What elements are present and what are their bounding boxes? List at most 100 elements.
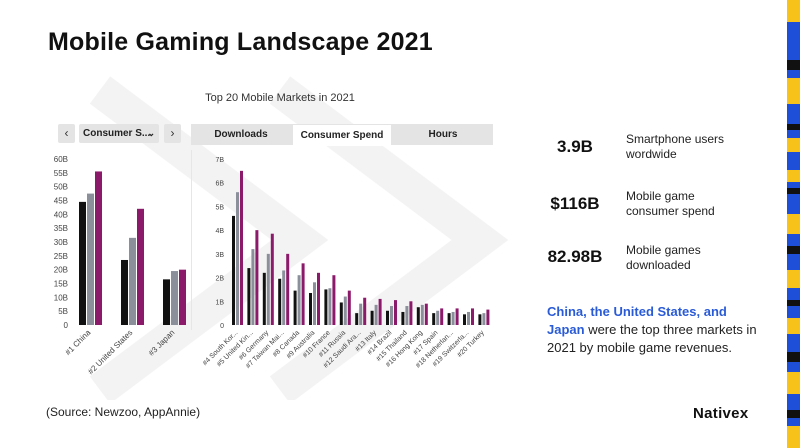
y-tick-label: 50B <box>54 183 68 192</box>
tab-consumer-spend[interactable]: Consumer Spend <box>293 125 391 146</box>
stat-downloads-value: 82.98B <box>547 247 603 266</box>
bar <box>386 310 389 325</box>
bar <box>424 303 428 325</box>
x-category-label: #2 United States <box>86 328 134 376</box>
decorative-side-stripe <box>787 0 800 448</box>
y-tick-label: 20B <box>54 266 68 275</box>
bar <box>355 313 359 325</box>
y-tick-label: 55B <box>54 169 68 178</box>
bar <box>432 313 436 325</box>
metric-selector[interactable]: Consumer S... ⌄ <box>79 124 159 143</box>
bar <box>420 304 424 325</box>
y-tick-label: 0 <box>220 323 224 330</box>
tab-downloads[interactable]: Downloads <box>214 129 268 140</box>
bar <box>301 263 305 325</box>
bar <box>339 302 343 325</box>
bar <box>436 310 440 325</box>
bar <box>247 268 251 325</box>
y-tick-label: 10B <box>54 293 68 302</box>
chart-top3-markets: 0 5B 10B 15B 20B 25B 30B 35B 40B 45B 50B 55B 60B #1 C… <box>54 155 186 376</box>
bar <box>87 193 94 325</box>
bar <box>236 192 239 325</box>
bar <box>163 279 170 325</box>
bar <box>79 201 86 325</box>
bar <box>328 288 332 325</box>
bar <box>451 311 455 325</box>
bar <box>390 306 393 325</box>
y-tick-label: 40B <box>54 210 68 219</box>
y-tick-label: 2B <box>215 276 224 283</box>
bar <box>343 296 347 325</box>
y-tick-label: 15B <box>54 280 68 289</box>
bar <box>255 230 259 325</box>
source-note: (Source: Newzoo, AppAnnie) <box>46 405 201 419</box>
bar <box>137 208 144 325</box>
bar <box>121 259 128 325</box>
bar <box>374 304 378 325</box>
bar <box>416 307 420 325</box>
bar <box>266 253 270 325</box>
bar <box>401 311 405 325</box>
bar <box>297 275 301 325</box>
y-tick-label: 4B <box>215 228 224 235</box>
bar <box>409 301 413 325</box>
bar <box>359 303 363 325</box>
bar <box>286 253 290 325</box>
bar <box>455 308 459 325</box>
bar <box>324 289 328 325</box>
summary-rest: were the top three markets in 2021 by mo… <box>547 322 757 355</box>
chevron-down-icon: ⌄ <box>147 128 155 138</box>
bar <box>405 306 409 325</box>
bar <box>332 275 336 325</box>
bar <box>282 270 286 325</box>
stat-smartphone-users-label: Smartphone users wordwide <box>626 132 725 161</box>
bar <box>478 314 482 325</box>
bar <box>482 313 486 325</box>
metric-selector-value: Consumer S... <box>83 128 151 139</box>
bar <box>95 171 102 325</box>
y-tick-label: 5B <box>58 307 68 316</box>
y-tick-label: 60B <box>54 155 68 164</box>
bar <box>463 314 466 325</box>
y-tick-label: 6B <box>215 181 224 188</box>
brand-logo: Nativex <box>693 405 749 422</box>
stat-consumer-spend-label: Mobile game consumer spend <box>626 189 715 218</box>
bar <box>317 272 320 325</box>
bar <box>447 313 451 325</box>
bar <box>251 249 255 325</box>
x-category-label: #3 Japan <box>147 328 177 358</box>
y-tick-label: 0 <box>64 321 69 330</box>
bar <box>486 309 490 325</box>
panel-divider <box>191 150 192 330</box>
bar <box>394 300 397 325</box>
bar <box>179 269 186 325</box>
bar <box>467 311 470 325</box>
next-metric-button[interactable]: › <box>164 124 181 143</box>
bar <box>471 308 474 325</box>
bar <box>378 298 382 325</box>
bar <box>347 290 351 325</box>
bar <box>270 233 274 325</box>
chart-title: Top 20 Mobile Markets in 2021 <box>205 92 355 104</box>
bar <box>129 237 136 325</box>
bar <box>171 271 178 325</box>
bar <box>240 170 243 325</box>
slide-title: Mobile Gaming Landscape 2021 <box>48 28 433 56</box>
previous-metric-button[interactable]: ‹ <box>58 124 75 143</box>
y-tick-label: 45B <box>54 197 68 206</box>
bar <box>363 297 367 325</box>
y-tick-label: 1B <box>215 299 224 306</box>
bar <box>313 282 316 325</box>
y-tick-label: 35B <box>54 224 68 233</box>
y-tick-label: 30B <box>54 238 68 247</box>
stat-smartphone-users-value: 3.9B <box>557 137 593 156</box>
bar <box>309 292 312 325</box>
bar <box>278 278 282 325</box>
x-category-label: #1 China <box>63 328 92 357</box>
summary-highlight: China, the United States, and Japan <box>547 304 727 337</box>
y-tick-label: 3B <box>215 252 224 259</box>
bar <box>293 290 297 325</box>
stat-downloads-label: Mobile games downloaded <box>626 243 701 272</box>
summary-text: China, the United States, and Japan were… <box>547 303 767 357</box>
